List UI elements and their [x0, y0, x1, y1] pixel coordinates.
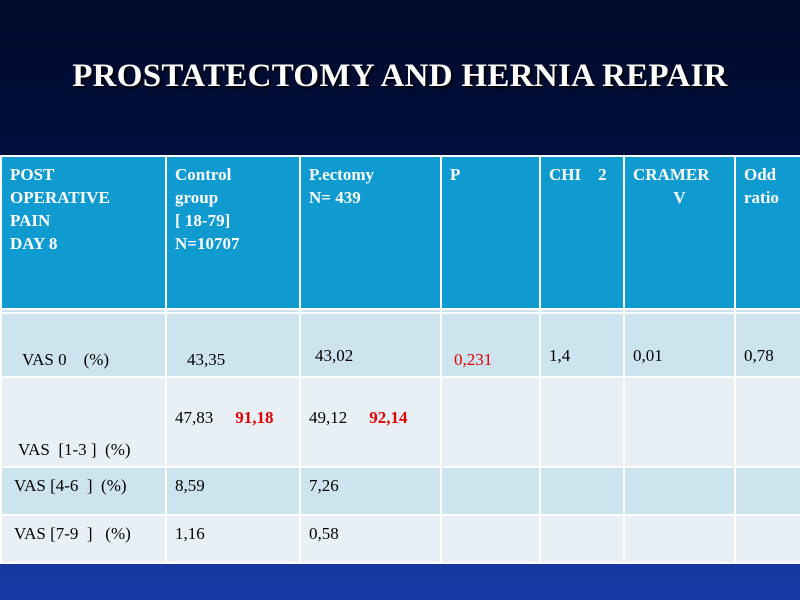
- cramer-value: [623, 466, 736, 516]
- odd-ratio-value: [734, 466, 800, 516]
- pectomy-value: 43,02: [299, 312, 442, 378]
- table-spacer-row: [0, 309, 800, 313]
- cramer-value: [623, 376, 736, 468]
- spacer-cell: [440, 309, 541, 313]
- odd-ratio-value: 0,78: [734, 312, 800, 378]
- header-pectomy: P.ectomy N= 439: [299, 155, 442, 310]
- header-line: OPERATIVE: [10, 188, 110, 207]
- header-chi2: CHI 2: [539, 155, 625, 310]
- control-value: 43,35: [165, 312, 301, 378]
- pectomy-value: 7,26: [299, 466, 442, 516]
- control-cell: 47,83 91,18: [165, 376, 301, 468]
- header-line: CRAMER: [633, 165, 710, 184]
- header-line: N=10707: [175, 234, 240, 253]
- table-row: VAS [1-3 ] (%) 47,83 91,18 49,12 92,14: [0, 376, 800, 468]
- chi2-value: [539, 376, 625, 468]
- table-header-row: POST OPERATIVE PAIN DAY 8 Control group …: [0, 155, 800, 310]
- pectomy-value: 49,12: [309, 408, 348, 427]
- chi2-value: [539, 466, 625, 516]
- control-sum-value: 91,18: [235, 408, 274, 427]
- spacer-cell: [539, 309, 625, 313]
- p-value: 0,231: [440, 312, 541, 378]
- pectomy-value: 0,58: [299, 514, 442, 564]
- header-line: CHI 2: [549, 165, 607, 184]
- slide-title: PROSTATECTOMY AND HERNIA REPAIR: [72, 58, 728, 94]
- table-row: VAS [4-6 ] (%) 8,59 7,26: [0, 466, 800, 516]
- header-line: Odd: [744, 165, 777, 184]
- header-odd-ratio: Odd ratio: [734, 155, 800, 310]
- spacer-cell: [299, 309, 442, 313]
- header-line: [ 18-79]: [175, 211, 231, 230]
- spacer-cell: [165, 309, 301, 313]
- spacer-cell: [623, 309, 736, 313]
- header-line: DAY 8: [10, 234, 58, 253]
- header-line: V: [673, 188, 686, 207]
- table-row: VAS 0 (%) 43,35 43,02 0,231 1,4 0,01 0,7…: [0, 312, 800, 378]
- header-pain-day: POST OPERATIVE PAIN DAY 8: [0, 155, 167, 310]
- chi2-value: [539, 514, 625, 564]
- odd-ratio-value: [734, 376, 800, 468]
- p-value: [440, 466, 541, 516]
- spacer-cell: [0, 309, 167, 313]
- header-line: POST: [10, 165, 55, 184]
- header-line: group: [175, 188, 219, 207]
- control-value: 1,16: [165, 514, 301, 564]
- row-label: VAS 0 (%): [0, 312, 167, 378]
- row-label: VAS [4-6 ] (%): [0, 466, 167, 516]
- header-cramer-v: CRAMER V: [623, 155, 736, 310]
- p-value: [440, 376, 541, 468]
- results-table-container: POST OPERATIVE PAIN DAY 8 Control group …: [0, 155, 800, 564]
- cramer-value: [623, 514, 736, 564]
- row-label: VAS [7-9 ] (%): [0, 514, 167, 564]
- pectomy-cell: 49,12 92,14: [299, 376, 442, 468]
- p-value: [440, 514, 541, 564]
- control-value: 8,59: [165, 466, 301, 516]
- header-line: N= 439: [309, 188, 361, 207]
- control-value: 47,83: [175, 408, 214, 427]
- results-table: POST OPERATIVE PAIN DAY 8 Control group …: [0, 155, 800, 564]
- header-line: P.ectomy: [309, 165, 374, 184]
- cramer-value: 0,01: [623, 312, 736, 378]
- header-line: PAIN: [10, 211, 51, 230]
- table-row: VAS [7-9 ] (%) 1,16 0,58: [0, 514, 800, 564]
- pectomy-sum-value: 92,14: [369, 408, 408, 427]
- header-line: P: [450, 165, 461, 184]
- odd-ratio-value: [734, 514, 800, 564]
- header-line: Control: [175, 165, 232, 184]
- chi2-value: 1,4: [539, 312, 625, 378]
- header-line: ratio: [744, 188, 779, 207]
- header-p: P: [440, 155, 541, 310]
- header-control-group: Control group [ 18-79] N=10707: [165, 155, 301, 310]
- row-label: VAS [1-3 ] (%): [0, 376, 167, 468]
